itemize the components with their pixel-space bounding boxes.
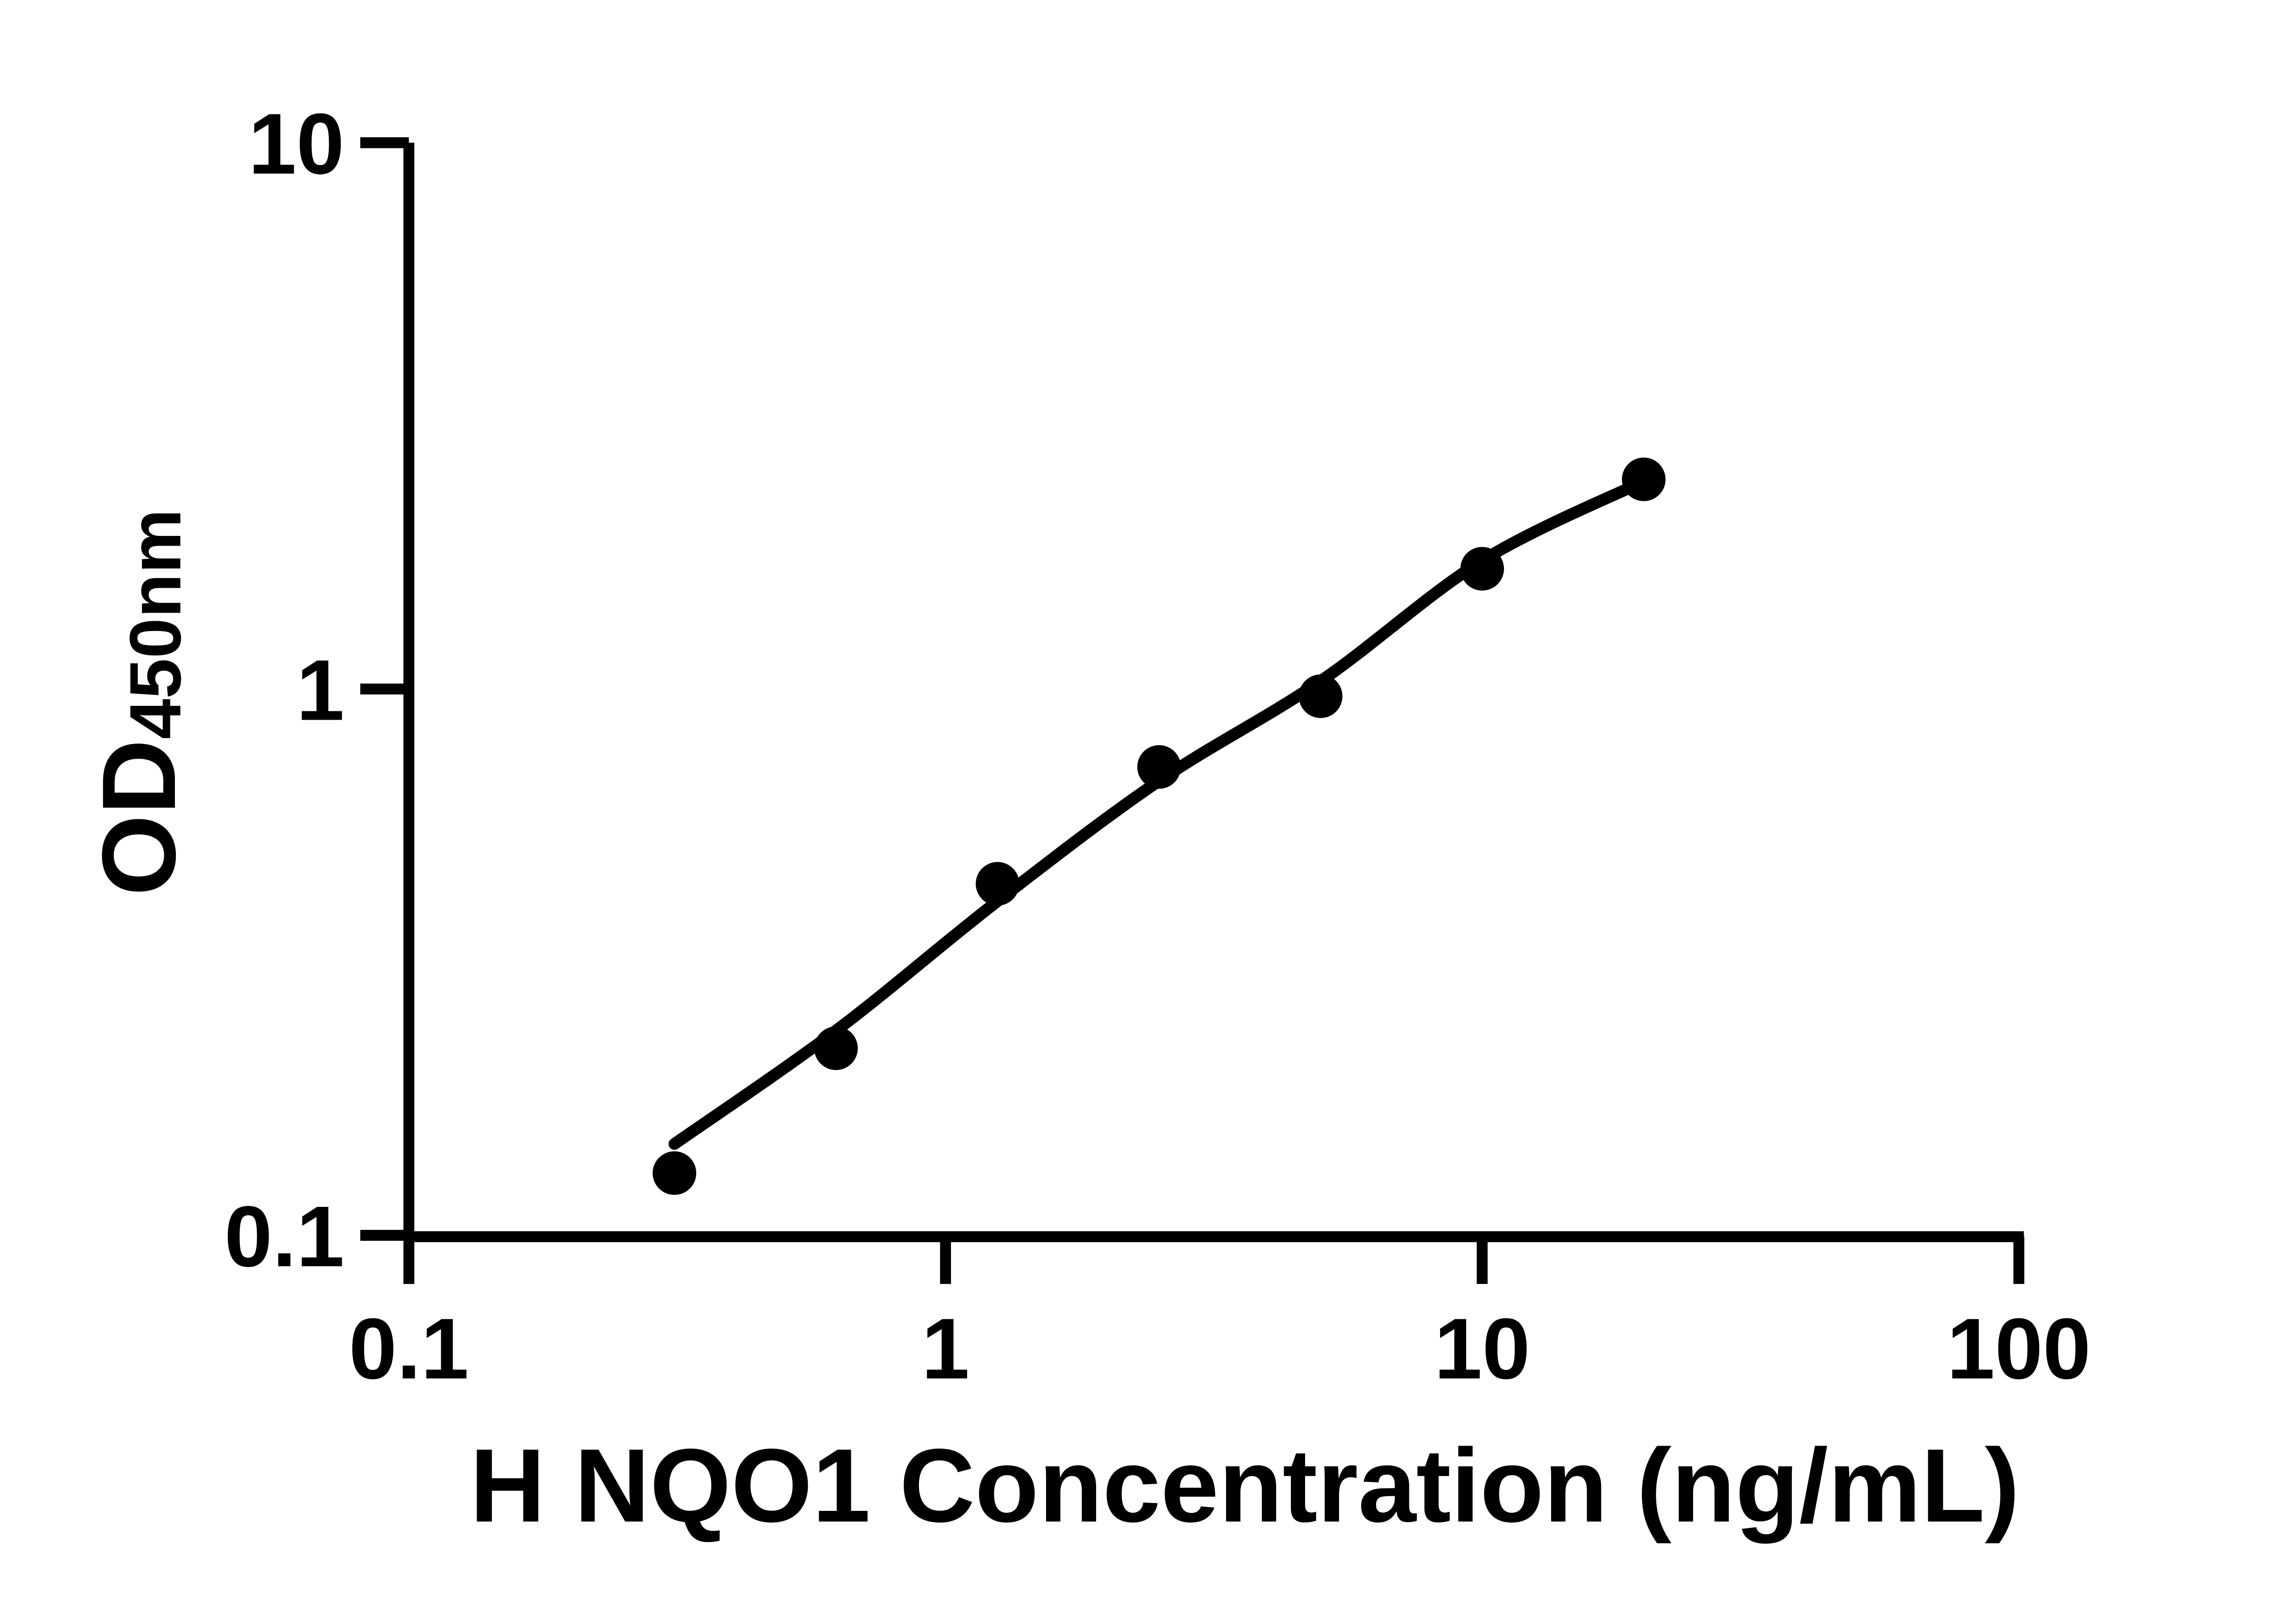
data-point xyxy=(1460,547,1504,591)
data-point xyxy=(653,1151,697,1195)
y-axis-title: OD450nm xyxy=(81,509,197,896)
y-tick-label: 10 xyxy=(248,96,344,192)
y-axis-title-sub: 450nm xyxy=(115,509,196,739)
y-tick-label: 0.1 xyxy=(225,1188,344,1284)
data-point xyxy=(1299,674,1343,718)
data-point xyxy=(1137,745,1181,789)
x-tick-label: 100 xyxy=(1947,1301,2091,1397)
data-point xyxy=(975,862,1019,906)
x-tick-label: 1 xyxy=(922,1301,970,1397)
axis-ticks: 0.1 1 10 100 0.1 1 10 xyxy=(225,96,2091,1397)
x-tick-label: 0.1 xyxy=(349,1301,469,1397)
x-tick-label: 10 xyxy=(1434,1301,1530,1397)
data-point xyxy=(814,1026,858,1070)
y-tick-label: 1 xyxy=(296,642,344,738)
data-point xyxy=(1622,457,1666,501)
y-axis-title-main: OD xyxy=(81,739,197,896)
x-axis-title: H NQO1 Concentration (ng/mL) xyxy=(470,1427,2020,1544)
data-points-group xyxy=(653,457,1666,1195)
